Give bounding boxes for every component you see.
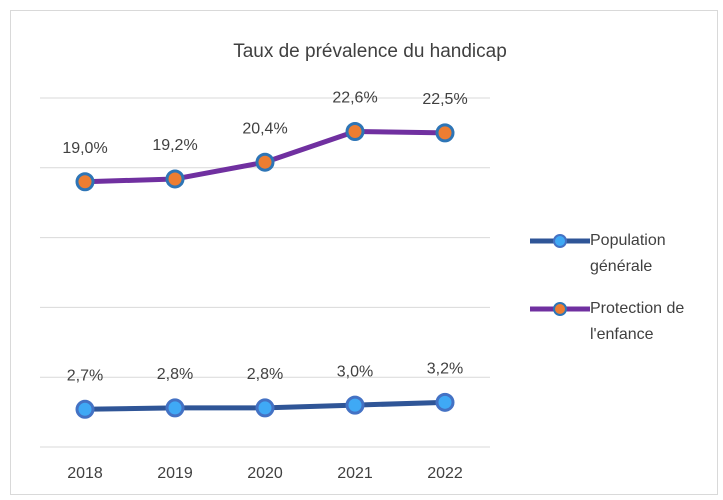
legend-label: Protection de l'enfance [590, 300, 685, 343]
data-point [255, 152, 275, 172]
data-label: 19,0% [62, 140, 107, 157]
chart-title: Taux de prévalence du handicap [233, 41, 507, 62]
x-tick-label: 2019 [157, 465, 193, 482]
data-label: 22,6% [332, 90, 377, 107]
x-tick-label: 2022 [427, 465, 463, 482]
data-label: 22,5% [422, 91, 467, 108]
data-label: 20,4% [242, 120, 287, 137]
data-point [345, 122, 365, 142]
legend-label: Population générale [590, 232, 666, 275]
data-point [165, 398, 185, 418]
data-label: 19,2% [152, 137, 197, 154]
data-point [75, 172, 95, 192]
legend-item: Protection de l'enfance [590, 300, 685, 343]
data-label: 3,2% [427, 361, 463, 378]
data-point [165, 169, 185, 189]
data-point [75, 399, 95, 419]
data-point [435, 123, 455, 143]
chart-frame [10, 10, 718, 495]
data-point [255, 398, 275, 418]
data-point [345, 395, 365, 415]
data-label: 2,8% [247, 366, 283, 383]
data-point [435, 392, 455, 412]
x-tick-label: 2021 [337, 465, 373, 482]
legend-item: Population générale [590, 232, 666, 275]
data-label: 2,8% [157, 366, 193, 383]
x-tick-label: 2018 [67, 465, 103, 482]
data-label: 2,7% [67, 368, 103, 385]
legend-marker [553, 234, 567, 248]
x-tick-label: 2020 [247, 465, 283, 482]
legend-marker [553, 302, 567, 316]
data-label: 3,0% [337, 363, 373, 380]
